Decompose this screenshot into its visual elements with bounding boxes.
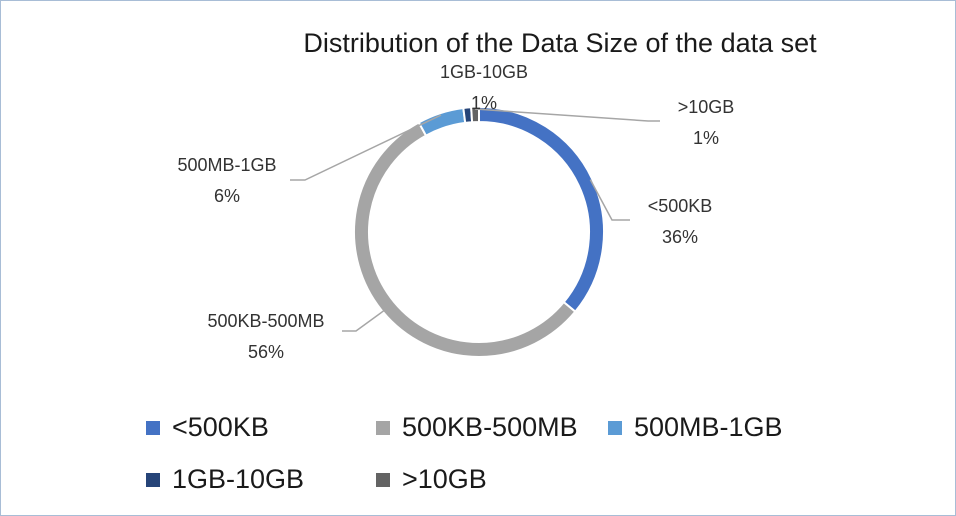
slices-group xyxy=(353,105,605,359)
legend-swatch xyxy=(376,420,390,435)
leader-line-500mb-1gb xyxy=(290,114,442,181)
chart-title: Distribution of the Data Size of the dat… xyxy=(303,28,817,58)
slice-lt-500kb[interactable] xyxy=(478,105,605,314)
data-label-value-gt-10gb: 1% xyxy=(693,128,719,148)
legend-item-500mb-1gb[interactable]: 500MB-1GB xyxy=(608,412,783,443)
legend-item-500kb-500mb[interactable]: 500KB-500MB xyxy=(376,412,578,443)
legend-label: 500KB-500MB xyxy=(402,412,578,442)
legend-swatch xyxy=(608,420,622,435)
data-label-category-500kb-500mb: 500KB-500MB xyxy=(207,311,324,331)
data-label-category-lt-500kb: <500KB xyxy=(648,196,713,216)
data-label-category-gt-10gb: >10GB xyxy=(678,97,735,117)
legend-swatch xyxy=(146,420,160,435)
data-label-category-1gb-10gb: 1GB-10GB xyxy=(440,62,528,82)
data-label-value-1gb-10gb: 1% xyxy=(471,93,497,113)
leader-line-500kb-500mb xyxy=(342,309,385,332)
data-label-value-500kb-500mb: 56% xyxy=(248,342,284,362)
legend-label: 1GB-10GB xyxy=(172,464,305,494)
legend-item-1gb-10gb[interactable]: 1GB-10GB xyxy=(146,464,304,495)
legend-item-gt-10gb[interactable]: >10GB xyxy=(376,464,487,495)
leader-line-lt-500kb xyxy=(589,179,630,221)
data-label-category-500mb-1gb: 500MB-1GB xyxy=(177,155,276,175)
data-label-value-500mb-1gb: 6% xyxy=(214,186,240,206)
legend-label: >10GB xyxy=(402,464,487,494)
data-label-value-lt-500kb: 36% xyxy=(662,227,698,247)
slice-gt-10gb[interactable] xyxy=(470,105,480,124)
legend-label: <500KB xyxy=(172,412,269,442)
legend-swatch xyxy=(146,472,160,487)
legend-label: 500MB-1GB xyxy=(634,412,783,442)
legend-swatch xyxy=(376,472,390,487)
leader-lines-group xyxy=(290,108,660,332)
leader-line-gt-10gb xyxy=(475,108,660,122)
data-labels-group: <500KB 36% 500KB-500MB 56% 500MB-1GB 6% 1GB-10… xyxy=(177,62,734,362)
legend-item-lt-500kb[interactable]: <500KB xyxy=(146,412,269,443)
slice-500kb-500mb[interactable] xyxy=(353,121,577,359)
